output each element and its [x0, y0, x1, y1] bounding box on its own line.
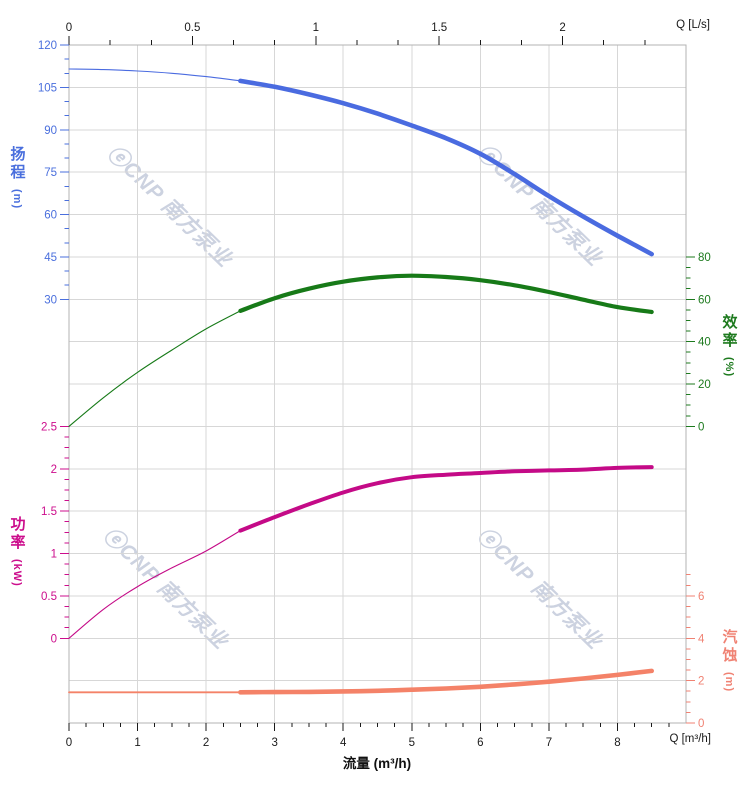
head-curve: [238, 78, 654, 257]
tick-label: 120: [38, 40, 57, 52]
tick-label: 1: [134, 737, 140, 749]
tick-label: 45: [44, 252, 57, 264]
tick-label: 0: [698, 718, 704, 730]
tick-label: 30: [44, 294, 57, 306]
tick-label: 6: [698, 591, 704, 603]
tick-label: 4: [698, 633, 705, 645]
tick-label: 2: [203, 737, 209, 749]
power-axis-title-text: 功率: [8, 516, 26, 552]
head-axis-unit: (m): [11, 189, 23, 210]
tick-label: 2.5: [41, 421, 57, 433]
tick-label: 0: [698, 421, 704, 433]
tick-label: 0: [66, 22, 72, 34]
tick-label: 1.5: [41, 506, 57, 518]
efficiency-curve-thin: [68, 310, 241, 427]
tick-label: 0.5: [184, 22, 200, 34]
npsh-axis-title: 汽蚀 (m): [716, 629, 742, 692]
efficiency-axis-title-text: 效率: [720, 314, 738, 350]
efficiency-curve: [238, 273, 654, 315]
flow-axis-title: 流量 (m³/h): [342, 756, 412, 771]
tick-label: 0: [51, 633, 57, 645]
npsh-axis-unit: (m): [723, 672, 735, 693]
tick-label: 1: [51, 549, 57, 561]
tick-label: 75: [44, 167, 57, 179]
tick-label: 3: [271, 737, 277, 749]
power-curve: [238, 465, 654, 533]
tick-label: 20: [698, 379, 711, 391]
power-axis-title: 功率 (kW): [4, 516, 30, 587]
efficiency-axis-unit: (%): [723, 357, 735, 378]
power-curve-thin: [68, 530, 241, 639]
tick-label: 1: [313, 22, 319, 34]
head-curve-thin: [68, 68, 241, 82]
tick-label: 105: [38, 82, 57, 94]
tick-label: 5: [409, 737, 415, 749]
tick-label: 1.5: [431, 22, 447, 34]
tick-label: 6: [477, 737, 483, 749]
tick-label: 4: [340, 737, 347, 749]
tick-label: 0.5: [41, 591, 57, 603]
tick-label: 7: [546, 737, 552, 749]
npsh-axis-title-text: 汽蚀: [720, 629, 738, 665]
power-axis-unit: (kW): [11, 559, 23, 587]
tick-label: 80: [698, 252, 711, 264]
tick-label: 0: [66, 737, 72, 749]
head-axis-title-text: 扬程: [8, 146, 26, 182]
tick-label: 40: [698, 337, 711, 349]
tick-label: 8: [614, 737, 620, 749]
top-axis-unit-label: Q [L/s]: [676, 19, 710, 31]
tick-label: 60: [44, 210, 57, 222]
tick-label: 60: [698, 294, 711, 306]
bottom-axis-unit-label: Q [m³/h]: [669, 733, 711, 745]
tick-label: 2: [559, 22, 565, 34]
tick-label: 2: [51, 464, 57, 476]
npsh-curve: [238, 668, 654, 695]
tick-label: 2: [698, 676, 704, 688]
tick-label: 90: [44, 125, 57, 137]
head-axis-title: 扬程 (m): [4, 146, 30, 209]
efficiency-axis-title: 效率 (%): [716, 314, 742, 377]
